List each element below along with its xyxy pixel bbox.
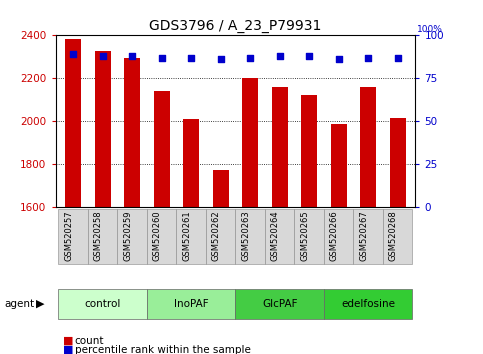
Bar [183, 119, 199, 207]
Text: GSM520263: GSM520263 [241, 211, 250, 261]
Point [276, 53, 284, 59]
Point [187, 55, 195, 61]
Text: ■: ■ [63, 336, 73, 346]
Bar [301, 96, 317, 207]
Text: ■: ■ [63, 345, 73, 354]
Text: GSM520266: GSM520266 [330, 211, 339, 261]
Text: InoPAF: InoPAF [174, 298, 209, 309]
Point [364, 55, 372, 61]
Text: GSM520258: GSM520258 [94, 211, 103, 261]
Point [70, 51, 77, 57]
Bar [360, 87, 376, 207]
Bar [213, 170, 229, 207]
Point [246, 55, 254, 61]
Text: GSM520260: GSM520260 [153, 211, 162, 261]
Point [158, 55, 166, 61]
Bar [390, 118, 406, 207]
Text: GSM520262: GSM520262 [212, 211, 221, 261]
Point [335, 57, 342, 62]
Text: 100%: 100% [417, 25, 443, 34]
Text: GSM520265: GSM520265 [300, 211, 309, 261]
Bar [242, 78, 258, 207]
Point [99, 53, 107, 59]
Bar [330, 125, 347, 207]
Text: percentile rank within the sample: percentile rank within the sample [75, 345, 251, 354]
Point [394, 55, 401, 61]
Bar [271, 87, 288, 207]
Text: GSM520261: GSM520261 [182, 211, 191, 261]
Text: agent: agent [5, 299, 35, 309]
Text: GSM520264: GSM520264 [270, 211, 280, 261]
Text: GSM520267: GSM520267 [359, 211, 368, 261]
Text: GSM520257: GSM520257 [64, 211, 73, 261]
Bar [154, 91, 170, 207]
Text: edelfosine: edelfosine [341, 298, 395, 309]
Bar [65, 39, 81, 207]
Point [305, 53, 313, 59]
Text: GlcPAF: GlcPAF [262, 298, 298, 309]
Text: control: control [85, 298, 121, 309]
Text: ▶: ▶ [36, 299, 45, 309]
Title: GDS3796 / A_23_P79931: GDS3796 / A_23_P79931 [149, 19, 322, 33]
Bar [124, 58, 141, 207]
Point [217, 57, 225, 62]
Text: GSM520259: GSM520259 [123, 211, 132, 261]
Point [128, 53, 136, 59]
Text: GSM520268: GSM520268 [389, 211, 398, 261]
Text: count: count [75, 336, 104, 346]
Bar [95, 51, 111, 207]
